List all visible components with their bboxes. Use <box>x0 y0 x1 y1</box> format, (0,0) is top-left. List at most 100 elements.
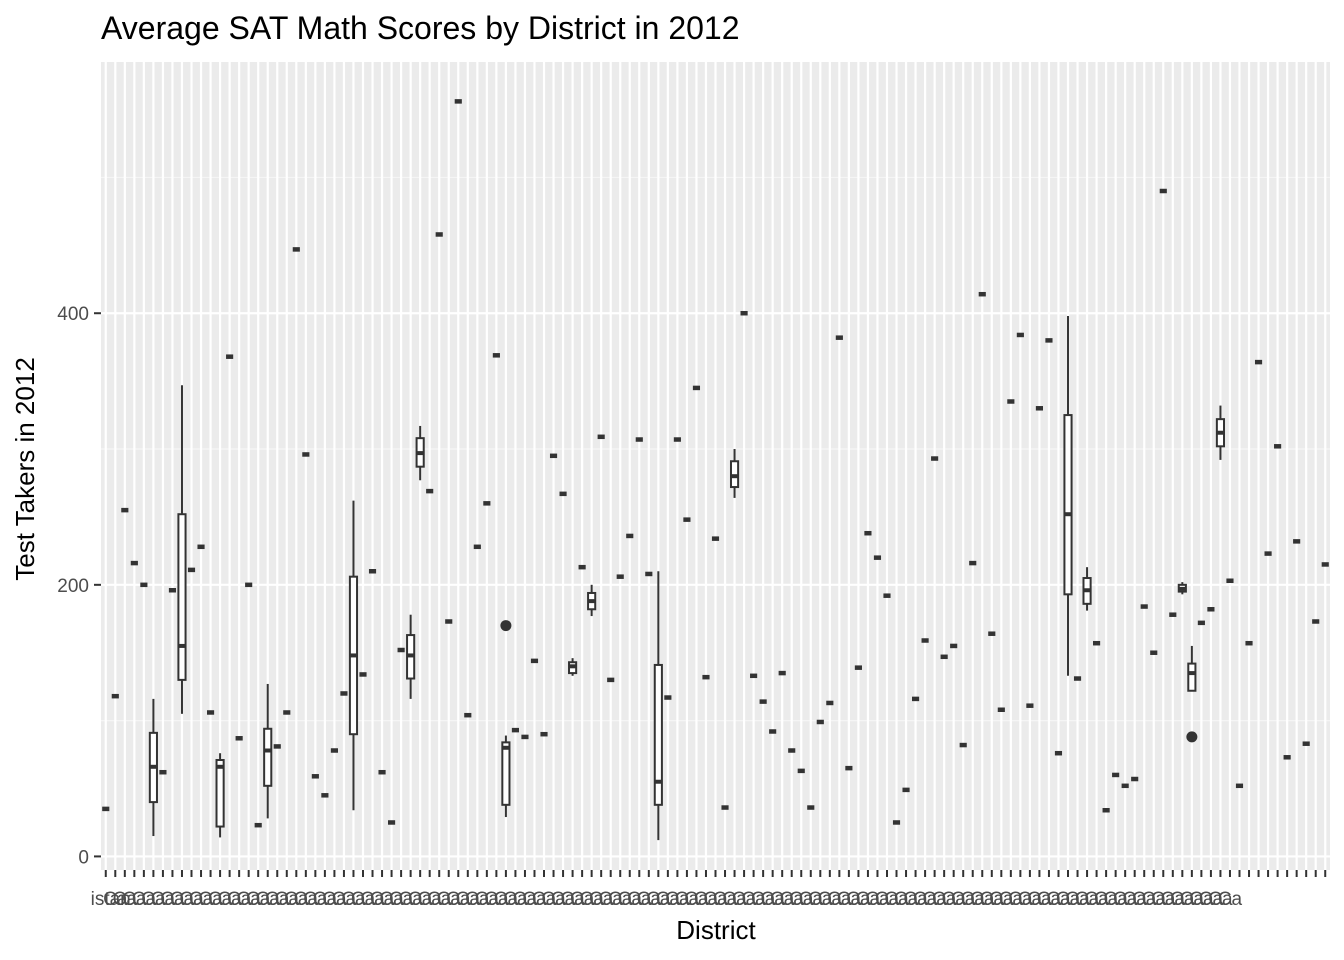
x-tick-label: Ca <box>694 889 719 910</box>
x-tick-label: Ca <box>799 889 824 910</box>
chart-title: Average SAT Math Scores by District in 2… <box>101 10 740 46</box>
box-103 <box>1082 567 1092 611</box>
x-tick-label: Ca <box>884 889 909 910</box>
x-tick-label: Ca <box>332 889 357 910</box>
x-tick-label: Ca <box>427 889 452 910</box>
x-tick-label: Ca <box>875 889 900 910</box>
x-tick-label: Ca <box>646 889 671 910</box>
x-tick-label: Ca <box>341 889 366 910</box>
x-tick-label: Ca <box>903 889 928 910</box>
x-tick-label: Ca <box>513 889 538 910</box>
x-tick-label: Ca <box>237 889 262 910</box>
x-tick-label: Ca <box>780 889 805 910</box>
x-tick-label: Ca <box>494 889 519 910</box>
x-tick-label: Ca <box>999 889 1024 910</box>
x-tick-label: Ca <box>1103 889 1128 910</box>
box-body <box>177 513 187 681</box>
x-tick-label: Ca <box>351 889 376 910</box>
x-tick-label: Ca <box>1046 889 1071 910</box>
box-body <box>653 663 663 806</box>
x-tick-label: Ca <box>589 889 614 910</box>
box-32 <box>406 614 416 699</box>
x-tick-label: Ca <box>1065 889 1090 910</box>
x-tick-label: Ca <box>894 889 919 910</box>
x-tick-label: Ca <box>360 889 385 910</box>
x-tick-label: Ca <box>827 889 852 910</box>
x-tick-label: Ca <box>732 889 757 910</box>
x-tick-label: Ca <box>608 889 633 910</box>
y-tick-label: 400 <box>57 304 89 325</box>
box-5 <box>148 698 158 837</box>
x-tick-label: Ca <box>227 889 252 910</box>
x-tick-label: Ca <box>160 889 185 910</box>
x-tick-label: Ca <box>522 889 547 910</box>
x-tick-label: Ca <box>256 889 281 910</box>
x-tick-label: Ca <box>275 889 300 910</box>
x-tick-label: Ca <box>665 889 690 910</box>
x-tick-label: Ca <box>684 889 709 910</box>
x-tick-label: Ca <box>1094 889 1119 910</box>
x-tick-label: Ca <box>980 889 1005 910</box>
x-tick-label: Ca <box>503 889 528 910</box>
box-body <box>263 727 273 787</box>
x-tick-label: Ca <box>294 889 319 910</box>
box-101 <box>1063 315 1073 676</box>
x-tick-label: Ca <box>198 889 223 910</box>
x-tick-label: Ca <box>313 889 338 910</box>
x-tick-label: Ca <box>761 889 786 910</box>
x-tick-label: Ca <box>408 889 433 910</box>
x-tick-label: Ca <box>599 889 624 910</box>
x-tick-label: Ca <box>713 889 738 910</box>
x-axis-title: District <box>676 915 756 945</box>
x-tick-label: Ca <box>303 889 328 910</box>
x-tick-label: Ca <box>1170 889 1195 910</box>
x-tick-label: Ca <box>970 889 995 910</box>
x-tick-label: Ca <box>1123 889 1148 910</box>
box-12 <box>215 753 225 838</box>
x-tick-label: Ca <box>179 889 204 910</box>
y-tick-label: 0 <box>78 847 89 868</box>
y-axis-title: Test Takers in 2012 <box>10 357 40 581</box>
x-tick-label: Ca <box>722 889 747 910</box>
x-tick-label: Ca <box>951 889 976 910</box>
x-tick-label: Ca <box>1180 889 1205 910</box>
x-tick-label: Ca <box>475 889 500 910</box>
box-body <box>501 741 511 806</box>
x-tick-label: Ca <box>103 889 128 910</box>
x-tick-label: Ca <box>579 889 604 910</box>
y-tick-label: 200 <box>57 576 89 597</box>
plot-panel <box>101 62 1330 870</box>
x-tick-label: Ca <box>370 889 395 910</box>
box-marks <box>102 99 1329 841</box>
x-tick-label: Ca <box>637 889 662 910</box>
box-33 <box>415 425 425 481</box>
x-tick-label: Ca <box>1132 889 1157 910</box>
x-tick-label: Ca <box>456 889 481 910</box>
x-tick-label: Ca <box>627 889 652 910</box>
box-117 <box>1215 405 1226 460</box>
x-tick-label: Ca <box>418 889 443 910</box>
y-axis: 0 200 400 <box>57 304 101 868</box>
box-66 <box>729 449 740 498</box>
box-42 <box>500 620 512 818</box>
x-tick-label: Ca <box>1027 889 1052 910</box>
x-tick-label: Ca <box>284 889 309 910</box>
x-tick-label: Ca <box>770 889 795 910</box>
x-tick-label: Ca <box>751 889 776 910</box>
x-tick-label: Ca <box>675 889 700 910</box>
box-body <box>729 460 740 489</box>
x-tick-label: Ca <box>446 889 471 910</box>
x-tick-label: Ca <box>989 889 1014 910</box>
x-tick-label: Ca <box>1199 889 1224 910</box>
x-tick-label: Ca <box>132 889 157 910</box>
outlier-point <box>500 620 512 632</box>
x-tick-label: istan <box>91 889 131 910</box>
box-body <box>1187 662 1197 692</box>
x-tick-label: Ca <box>189 889 214 910</box>
x-tick-label: Ca <box>1037 889 1062 910</box>
x-tick-label: Ca <box>808 889 833 910</box>
x-tick-label: Ca <box>1189 889 1214 910</box>
x-tick-label: Ca <box>741 889 766 910</box>
x-tick-label: Ca <box>703 889 728 910</box>
